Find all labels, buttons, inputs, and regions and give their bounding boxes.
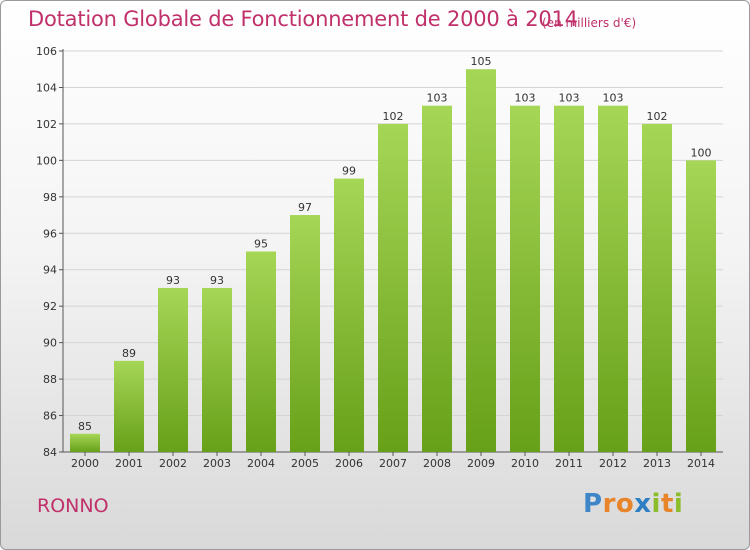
y-tick-label: 98: [43, 191, 57, 204]
bar: [510, 105, 540, 452]
y-tick-label: 96: [43, 227, 57, 240]
bars: [70, 69, 716, 453]
x-tick-label: 2003: [203, 457, 231, 470]
bar: [114, 360, 144, 452]
x-tick-label: 2002: [159, 457, 187, 470]
data-label: 85: [78, 420, 92, 433]
bar: [686, 160, 716, 452]
y-tick-label: 84: [43, 446, 57, 459]
bar: [158, 287, 188, 452]
bar: [378, 123, 408, 452]
data-label: 103: [559, 92, 580, 105]
bar: [334, 178, 364, 452]
x-tick-label: 2012: [599, 457, 627, 470]
bar: [246, 251, 276, 452]
data-label: 102: [383, 110, 404, 123]
data-label: 100: [691, 146, 712, 159]
chart-subtitle: (en milliers d'€): [542, 16, 637, 30]
bar: [466, 69, 496, 453]
bar: [422, 105, 452, 452]
x-tick-label: 2006: [335, 457, 363, 470]
chart-title: Dotation Globale de Fonctionnement de 20…: [28, 7, 578, 31]
x-tick-label: 2008: [423, 457, 451, 470]
x-tick-label: 2013: [643, 457, 671, 470]
proxiti-logo: Proxiti: [583, 489, 684, 519]
data-label: 89: [122, 347, 136, 360]
data-label: 93: [166, 274, 180, 287]
y-tick-label: 92: [43, 300, 57, 313]
y-tick-label: 88: [43, 373, 57, 386]
y-tick-label: 86: [43, 410, 57, 423]
data-label: 103: [427, 92, 448, 105]
x-tick-label: 2014: [687, 457, 715, 470]
data-label: 97: [298, 201, 312, 214]
data-label: 102: [647, 110, 668, 123]
bar: [554, 105, 584, 452]
x-tick-label: 2011: [555, 457, 583, 470]
data-label: 99: [342, 165, 356, 178]
y-tick-label: 90: [43, 337, 57, 350]
x-tick-label: 2005: [291, 457, 319, 470]
commune-name: RONNO: [37, 495, 109, 517]
x-tick-label: 2004: [247, 457, 275, 470]
bar: [642, 123, 672, 452]
y-tick-label: 102: [36, 118, 57, 131]
y-tick-label: 106: [36, 45, 57, 58]
bar: [202, 287, 232, 452]
data-label: 103: [515, 92, 536, 105]
bar: [290, 215, 320, 452]
data-label: 103: [603, 92, 624, 105]
y-tick-label: 94: [43, 264, 57, 277]
x-tick-label: 2010: [511, 457, 539, 470]
x-tick-label: 2007: [379, 457, 407, 470]
y-tick-label: 104: [36, 81, 57, 94]
x-tick-label: 2000: [71, 457, 99, 470]
x-tick-label: 2001: [115, 457, 143, 470]
data-label: 95: [254, 238, 268, 251]
data-label: 105: [471, 55, 492, 68]
data-labels: 85 89 93 93 95 97 99 102 103 105 103 103 103 102 100: [78, 55, 712, 433]
x-tick-label: 2009: [467, 457, 495, 470]
bar: [598, 105, 628, 452]
y-tick-label: 100: [36, 154, 57, 167]
data-label: 93: [210, 274, 224, 287]
bar: [70, 433, 100, 452]
